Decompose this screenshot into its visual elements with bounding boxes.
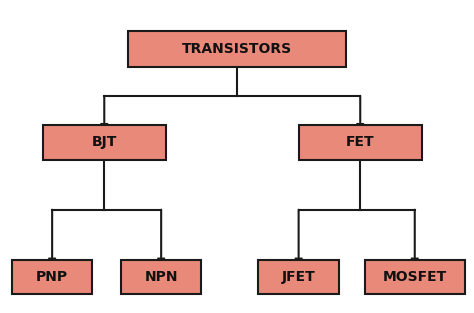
Text: FET: FET [346,136,374,149]
Text: PNP: PNP [36,270,68,284]
Text: NPN: NPN [145,270,178,284]
FancyBboxPatch shape [299,125,422,160]
Text: JFET: JFET [282,270,316,284]
Text: TRANSISTORS: TRANSISTORS [182,42,292,55]
FancyBboxPatch shape [258,260,339,294]
Text: MOSFET: MOSFET [383,270,447,284]
FancyBboxPatch shape [43,125,166,160]
FancyBboxPatch shape [365,260,465,294]
FancyBboxPatch shape [12,260,92,294]
FancyBboxPatch shape [128,31,346,67]
Text: BJT: BJT [91,136,117,149]
FancyBboxPatch shape [121,260,201,294]
